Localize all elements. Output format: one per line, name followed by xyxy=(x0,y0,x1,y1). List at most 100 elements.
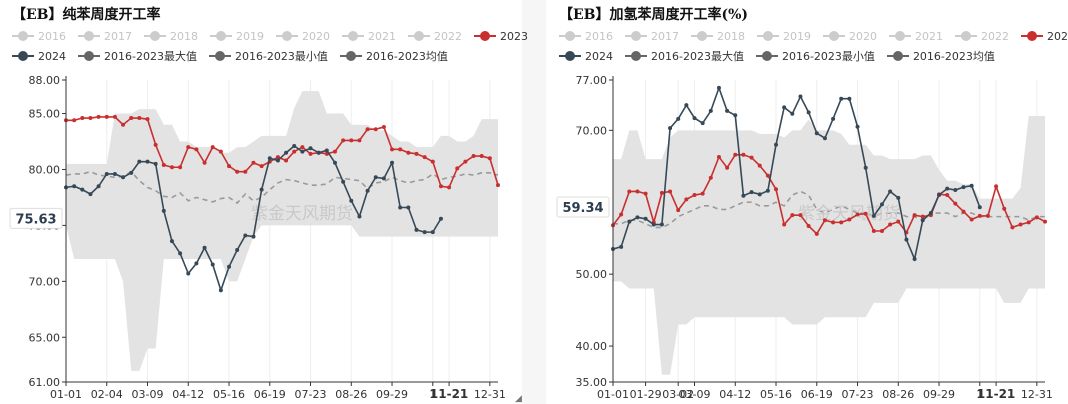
data-point-2023 xyxy=(635,189,640,194)
data-point-2023 xyxy=(977,213,982,218)
data-point-2024 xyxy=(292,143,297,148)
data-point-2024 xyxy=(863,165,868,170)
legend-item[interactable]: 2016-2023最小值 xyxy=(755,48,875,64)
legend-label: 2023 xyxy=(500,29,528,43)
legend-marker-icon xyxy=(210,31,232,41)
legend-item[interactable]: 2018 xyxy=(144,30,198,43)
legend-item[interactable]: 2017 xyxy=(625,30,679,43)
data-point-2024 xyxy=(218,288,223,293)
data-point-2023 xyxy=(831,220,836,225)
data-point-2024 xyxy=(341,179,346,184)
legend-marker-icon xyxy=(625,31,647,41)
legend-item[interactable]: 2024 xyxy=(12,50,66,63)
resize-handle-icon[interactable]: ◢ xyxy=(515,394,522,404)
legend-item[interactable]: 2016-2023均值 xyxy=(886,48,995,64)
legend-item[interactable]: 2016-2023最大值 xyxy=(625,48,744,64)
x-tick-label: 08-26 xyxy=(335,388,367,401)
chart-title: 【EB】纯苯周度开工率 xyxy=(12,7,161,23)
legend-item[interactable]: 2016-2023均值 xyxy=(339,48,448,64)
y-tick-label: 88.00 xyxy=(29,74,61,87)
x-tick-label: 11-21 xyxy=(977,387,1015,401)
data-point-2023 xyxy=(708,175,713,180)
data-point-2023 xyxy=(863,211,868,216)
data-point-2024 xyxy=(977,205,982,210)
data-point-2023 xyxy=(161,163,166,168)
data-point-2023 xyxy=(716,154,721,159)
x-tick-label: 09-29 xyxy=(923,388,955,401)
legend-item[interactable]: 2021 xyxy=(342,30,396,43)
legend-item[interactable]: 2023 xyxy=(1021,30,1068,43)
legend-marker-icon xyxy=(823,31,845,41)
legend-item[interactable]: 2022 xyxy=(408,30,462,43)
data-point-2024 xyxy=(716,85,721,90)
data-point-2023 xyxy=(406,150,411,155)
legend-item[interactable]: 2018 xyxy=(691,30,745,43)
y-tick-label: 61.00 xyxy=(29,376,61,389)
data-point-2023 xyxy=(961,209,966,214)
legend-item[interactable]: 2016 xyxy=(559,30,613,43)
legend-item[interactable]: 2021 xyxy=(889,30,943,43)
data-point-2023 xyxy=(479,154,484,159)
current-value-pointer xyxy=(9,207,63,229)
legend-marker-icon xyxy=(12,51,34,61)
data-point-2024 xyxy=(774,142,779,147)
line-chart: 紫金天风期货88.0085.0080.0075.0070.0065.0061.0… xyxy=(9,74,506,401)
data-point-2023 xyxy=(725,165,730,170)
data-point-2024 xyxy=(178,251,183,256)
data-point-2023 xyxy=(953,201,958,206)
legend-item[interactable]: 2024 xyxy=(559,50,613,63)
data-point-2023 xyxy=(186,145,191,150)
x-tick-label: 01-01 xyxy=(50,388,82,401)
data-point-2023 xyxy=(798,213,803,218)
data-point-2023 xyxy=(390,147,395,152)
legend-item[interactable]: 2020 xyxy=(276,30,330,43)
legend-item[interactable]: 2016 xyxy=(12,30,66,43)
legend-item[interactable]: 2022 xyxy=(955,30,1009,43)
data-point-2023 xyxy=(945,193,950,198)
data-point-2023 xyxy=(72,118,77,123)
legend-marker-icon xyxy=(342,31,364,41)
x-tick-label: 03-02 xyxy=(662,388,694,401)
chart-panel-benzene: 【EB】纯苯周度开工率 2016 2017 2018 2019 2020 2021 2022… xyxy=(8,0,528,404)
data-point-2023 xyxy=(104,114,109,119)
data-point-2023 xyxy=(700,191,705,196)
data-point-2023 xyxy=(414,151,419,156)
x-tick-label: 03-09 xyxy=(132,388,164,401)
data-point-2023 xyxy=(692,193,697,198)
data-point-2024 xyxy=(741,193,746,198)
legend-label: 2016-2023最大值 xyxy=(104,50,197,63)
data-point-2024 xyxy=(243,233,248,238)
x-tick-label: 01-01 xyxy=(597,388,629,401)
legend-item[interactable]: 2019 xyxy=(757,30,811,43)
legend-item[interactable]: 2020 xyxy=(823,30,877,43)
data-point-2023 xyxy=(373,127,378,132)
legend-label: 2018 xyxy=(717,29,745,43)
data-point-2024 xyxy=(308,146,313,151)
data-point-2024 xyxy=(814,131,819,136)
data-point-2024 xyxy=(765,188,770,193)
data-point-2024 xyxy=(406,205,411,210)
data-point-2024 xyxy=(961,185,966,190)
panel-separator xyxy=(522,0,546,404)
legend-label: 2023 xyxy=(1047,29,1068,43)
data-point-2024 xyxy=(822,136,827,141)
y-tick-label: 50.00 xyxy=(576,268,608,281)
data-point-2023 xyxy=(765,173,770,178)
legend-item[interactable]: 2023 xyxy=(474,30,528,43)
data-point-2023 xyxy=(341,138,346,143)
data-point-2024 xyxy=(855,124,860,129)
data-point-2024 xyxy=(969,183,974,188)
legend-item[interactable]: 2017 xyxy=(78,30,132,43)
legend-item[interactable]: 2016-2023最小值 xyxy=(208,48,328,64)
data-point-2023 xyxy=(1002,206,1007,211)
legend-item[interactable]: 2019 xyxy=(210,30,264,43)
legend-item[interactable]: 2016-2023最大值 xyxy=(78,48,197,64)
x-tick-label: 02-04 xyxy=(91,388,123,401)
legend-label: 2019 xyxy=(236,29,264,43)
data-point-2023 xyxy=(259,164,264,169)
legend-marker-icon xyxy=(1021,31,1043,41)
x-tick-label: 06-19 xyxy=(801,388,833,401)
data-point-2023 xyxy=(806,223,811,228)
data-point-2024 xyxy=(668,126,673,131)
x-tick-label: 11-21 xyxy=(430,387,468,401)
